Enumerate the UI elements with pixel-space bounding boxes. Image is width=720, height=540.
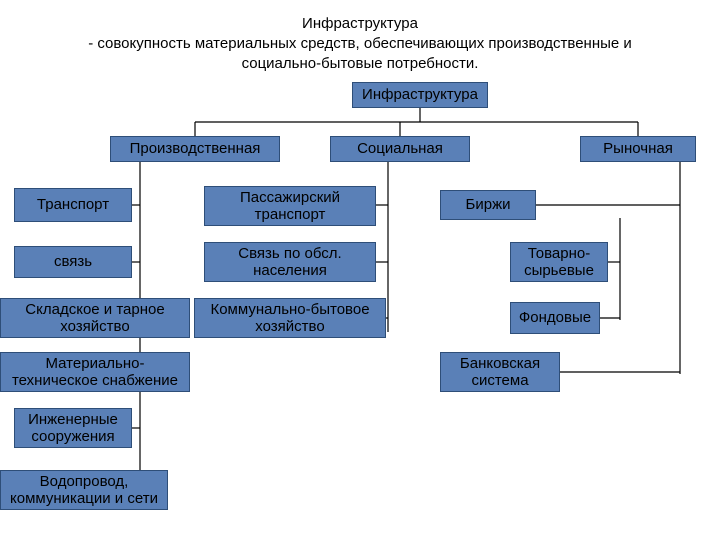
node-tovsyr: Товарно-сырьевые [510, 242, 608, 282]
node-vodokom: Водопровод, коммуникации и сети [0, 470, 168, 510]
node-kombyt: Коммунально-бытовое хозяйство [194, 298, 386, 338]
node-mts: Материально-техническое снабжение [0, 352, 190, 392]
node-bank: Банковская система [440, 352, 560, 392]
node-root: Инфраструктура [352, 82, 488, 108]
node-svyaz: связь [14, 246, 132, 278]
node-birzhi: Биржи [440, 190, 536, 220]
node-transport: Транспорт [14, 188, 132, 222]
node-svyaznas: Связь по обсл. населения [204, 242, 376, 282]
node-market: Рыночная [580, 136, 696, 162]
node-eng: Инженерные сооружения [14, 408, 132, 448]
node-sklad: Складское и тарное хозяйство [0, 298, 190, 338]
node-fond: Фондовые [510, 302, 600, 334]
node-prod: Производственная [110, 136, 280, 162]
node-social: Социальная [330, 136, 470, 162]
node-passtrans: Пассажирский транспорт [204, 186, 376, 226]
